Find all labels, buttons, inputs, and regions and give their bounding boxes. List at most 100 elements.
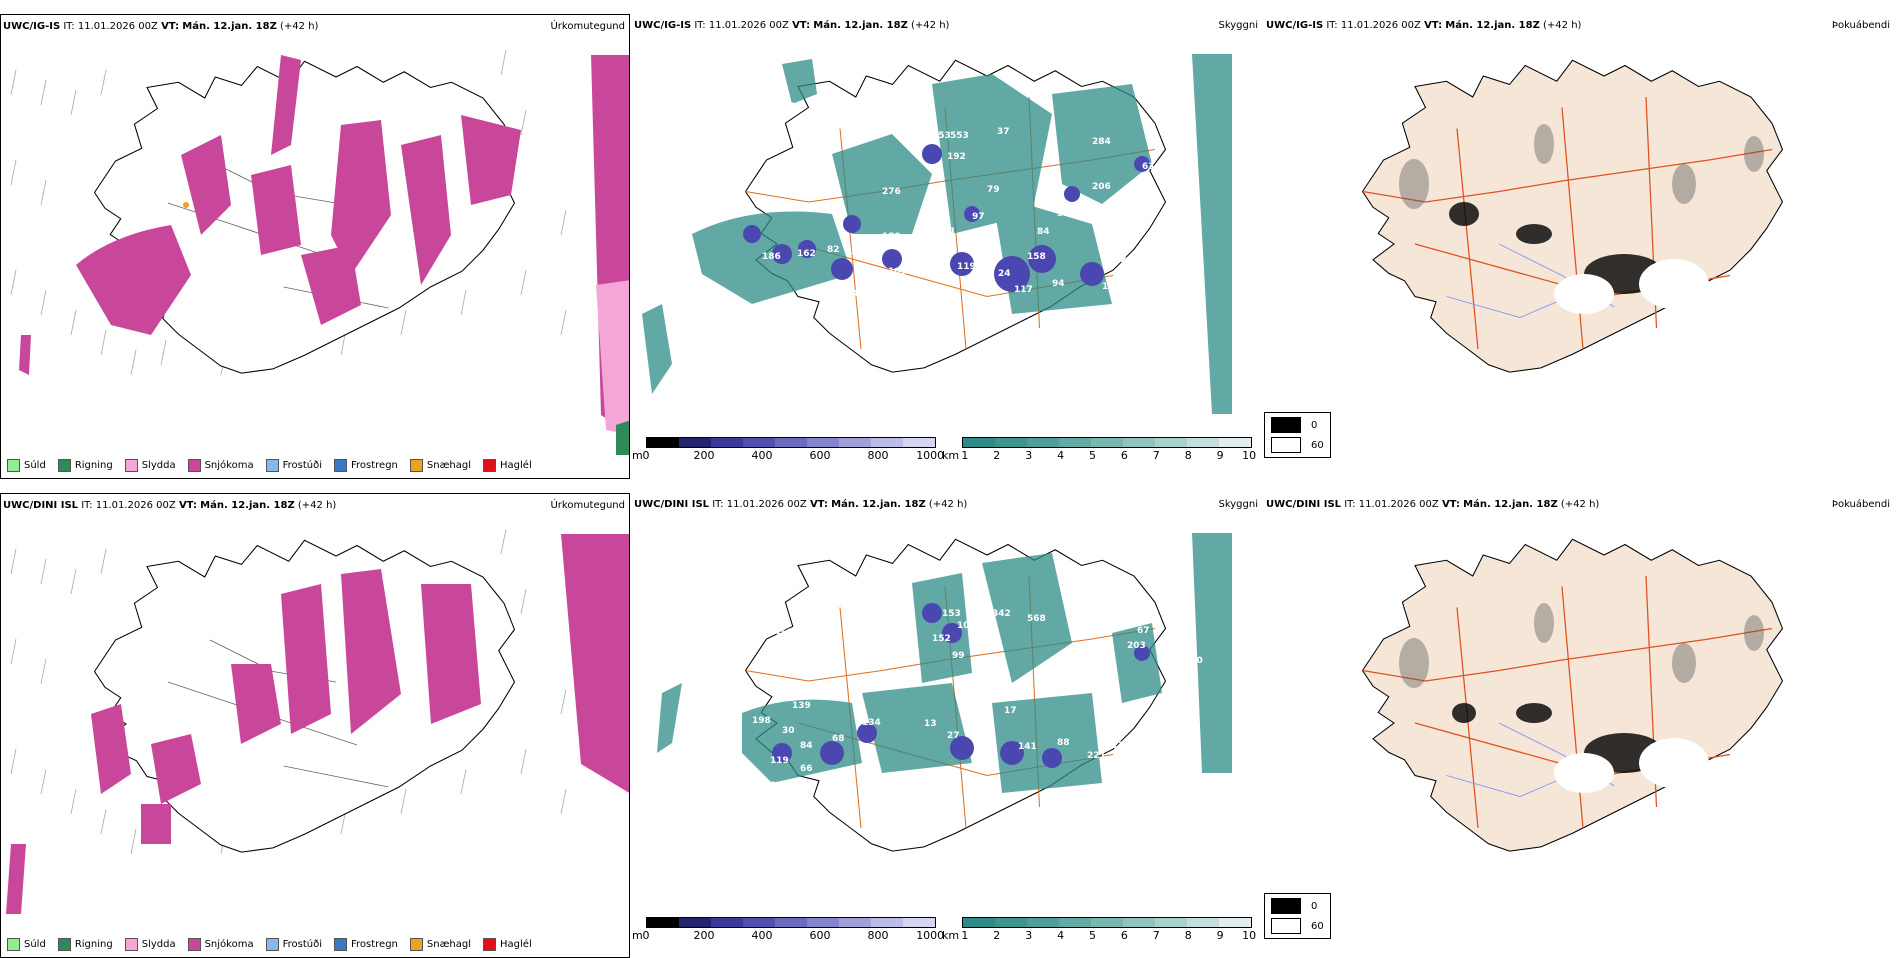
vis-label: 342 (992, 609, 1011, 619)
cbar-bar (962, 437, 1252, 448)
vis-label: 967 (1120, 606, 1139, 616)
vis-label: 37 (997, 127, 1010, 137)
vis-label: 152 (932, 634, 951, 644)
vis-label: 97 (1044, 689, 1057, 699)
cbar-tick: 400 (751, 449, 773, 462)
legend-item: Snjókoma (187, 459, 254, 472)
vis-label: 198 (847, 247, 866, 257)
panel-header: UWC/DINI ISL IT: 11.01.2026 00Z VT: Mán.… (634, 499, 968, 510)
vis-label: 84 (1037, 227, 1050, 237)
vis-label: 51 (1172, 209, 1185, 219)
legend-swatch (334, 459, 347, 472)
legend-swatch (57, 938, 71, 951)
vis-label: 97 (972, 212, 985, 222)
ceiling-colorbar-row1: m 0 200 400 600 800 1000 (632, 437, 944, 462)
ceiling-colorbar-row2: m 0 200 400 600 800 1000 (632, 917, 945, 942)
vis-label: 109 (888, 267, 907, 277)
vis-label: 13 (924, 719, 937, 729)
vis-label: 198 (752, 716, 771, 726)
cbar-tick: 200 (693, 929, 715, 942)
legend-swatch (409, 938, 423, 951)
cbar-tick: 10 (1242, 929, 1257, 942)
cbar-tick: 6 (1120, 929, 1128, 942)
vis-label: 84 (800, 741, 813, 751)
vis-label: 201 (937, 227, 956, 237)
fog-swatch (1271, 417, 1301, 433)
cbar-bar (646, 437, 936, 448)
cbar-tick: 400 (751, 929, 773, 942)
cbar-ticks: 0 200 400 600 800 1000 (643, 928, 945, 942)
vis-label: 139 (792, 701, 811, 711)
vis-label: 68 (832, 734, 845, 744)
legend-item: Haglél (483, 459, 532, 472)
fog-legend-item: 0 (1271, 898, 1324, 914)
legend-swatch (7, 938, 20, 951)
vis-label: 94 (1052, 279, 1065, 289)
cbar-tick: 5 (1089, 449, 1096, 462)
vis-label: 568 (1027, 614, 1046, 624)
legend-item: Súld (7, 938, 46, 951)
legend-swatch (265, 938, 279, 951)
visibility-map: 203 967 568 342 153 109 152 99 174 36 67… (657, 533, 1232, 852)
legend-swatch (7, 459, 20, 472)
vis-label: 276 (882, 187, 901, 197)
legend-item: Súld (7, 459, 46, 472)
vis-label: 553 (950, 131, 969, 141)
legend-item: Snjókoma (187, 938, 254, 951)
legend-swatch (409, 459, 423, 472)
cbar-ticks: 1 2 3 4 5 6 7 8 9 10 (961, 448, 1256, 462)
cbar-tick: 3 (1025, 929, 1033, 942)
vis-label: 153 (942, 609, 961, 619)
vis-label: 66 (800, 764, 813, 774)
cbar-unit: m (632, 929, 643, 942)
precip-type-map (10, 49, 629, 455)
fog-legend-item: 60 (1271, 918, 1324, 934)
vis-label: 99 (952, 651, 965, 661)
cbar-tick: 9 (1216, 929, 1224, 942)
visibility-colorbar-row1: km 1 2 3 4 5 6 7 8 9 10 (942, 437, 1256, 462)
vis-label: 27 (947, 731, 960, 741)
fog-indicator-map (1361, 538, 1784, 852)
vis-label: 119 (770, 756, 789, 766)
legend-swatch (483, 459, 497, 472)
panel-title: Þokuábendi (1831, 20, 1890, 31)
legend-swatch (57, 459, 71, 472)
vis-label: 186 (762, 252, 781, 262)
vis-label: 174 (987, 654, 1006, 664)
vis-label: 133 (1112, 741, 1131, 751)
vis-label: 153 (1044, 189, 1063, 199)
fog-panel-row1: UWC/IG-IS IT: 11.01.2026 00Z VT: Mán. 12… (1264, 14, 1894, 479)
legend-swatch (187, 938, 201, 951)
legend-item: Rigning (57, 459, 113, 472)
vis-label: 192 (947, 152, 966, 162)
legend-item: Frostúði (265, 459, 322, 472)
vis-label: 68 (872, 282, 885, 292)
vis-label: 79 (987, 185, 1000, 195)
vis-label: 586 (1057, 209, 1076, 219)
cbar-tick: 1000 (916, 929, 945, 942)
legend-swatch (265, 459, 279, 472)
legend-item: Frostregn (334, 459, 398, 472)
precip-panel-row2: UWC/DINI ISL IT: 11.01.2026 00Z VT: Mán.… (0, 493, 630, 958)
vis-label: 134 (862, 718, 881, 728)
cbar-tick: 7 (1152, 929, 1160, 942)
vis-label: 162 (797, 249, 816, 259)
vis-label: 175 (1172, 189, 1191, 199)
cbar-tick: 800 (867, 449, 889, 462)
vis-label: 62 (1114, 255, 1127, 265)
vis-label: 24 (998, 269, 1011, 279)
legend-swatch (483, 938, 497, 951)
legend-item: Slydda (124, 459, 176, 472)
cbar-tick: 800 (867, 929, 889, 942)
legend-item: Slydda (124, 938, 176, 951)
cbar-tick: 200 (693, 449, 715, 462)
legend-swatch (334, 938, 347, 951)
vis-label: 53 (1167, 658, 1180, 668)
vis-label: 8 (732, 132, 738, 142)
precip-panel-row1: UWC/IG-IS IT: 11.01.2026 00Z VT: Mán. 12… (0, 14, 630, 479)
cbar-tick: 8 (1184, 449, 1192, 462)
fog-swatch (1271, 898, 1301, 914)
vis-label: 17 (1004, 706, 1017, 716)
visibility-panel-row1: UWC/IG-IS IT: 11.01.2026 00Z VT: Mán. 12… (632, 14, 1262, 479)
legend-item: Snæhagl (409, 459, 471, 472)
